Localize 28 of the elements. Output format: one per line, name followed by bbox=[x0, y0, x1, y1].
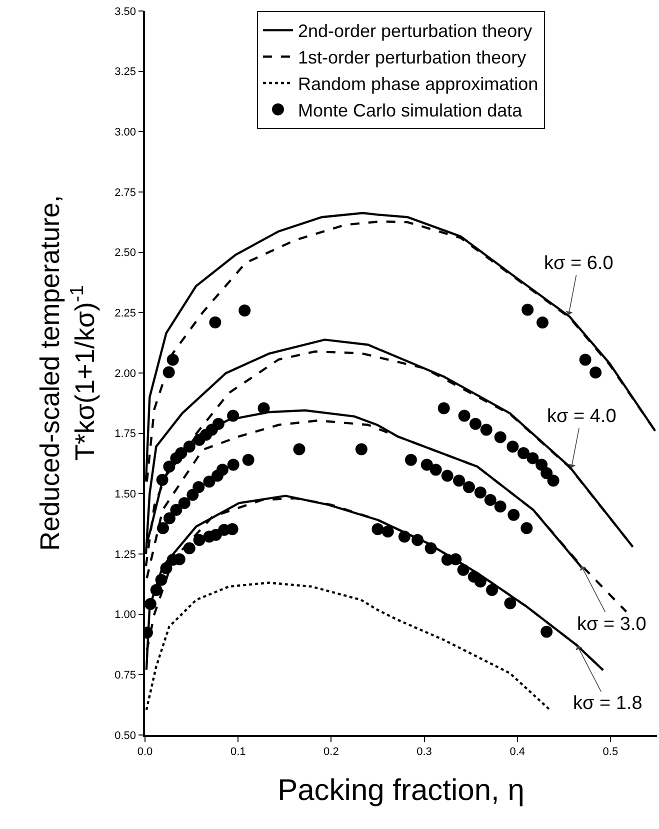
x-tick-label: 0.3 bbox=[416, 746, 432, 758]
annotation: kσ = 1.8 bbox=[573, 693, 642, 714]
y-tick-label: 0.75 bbox=[114, 670, 136, 682]
y-tick-label: 0.50 bbox=[114, 730, 136, 742]
annotation: kσ = 4.0 bbox=[547, 406, 616, 427]
y-tick-label: 2.25 bbox=[114, 308, 136, 320]
legend-label: Monte Carlo simulation data bbox=[298, 100, 524, 120]
annotation: kσ = 6.0 bbox=[544, 253, 614, 274]
legend-label: Random phase approximation bbox=[298, 74, 538, 94]
y-tick-label: 3.25 bbox=[114, 66, 136, 78]
x-tick-label: 0.0 bbox=[137, 746, 153, 758]
y-tick-label: 2.00 bbox=[114, 368, 136, 380]
legend-label: 2nd-order perturbation theory bbox=[298, 21, 532, 42]
y-tick-label: 1.00 bbox=[114, 609, 136, 622]
x-tick-label: 0.2 bbox=[324, 746, 339, 758]
x-tick-label: 0.5 bbox=[602, 746, 618, 758]
legend-label: 1st-order perturbation theory bbox=[298, 48, 526, 68]
y-tick-label: 2.50 bbox=[114, 247, 136, 260]
x-tick-label: 0.4 bbox=[510, 746, 526, 758]
y-tick-label: 3.00 bbox=[114, 126, 136, 139]
y-tick-label: 1.50 bbox=[114, 488, 136, 501]
y-tick-label: 1.25 bbox=[114, 548, 136, 561]
y-tick-label: 1.75 bbox=[114, 428, 136, 440]
y-tick-label: 3.50 bbox=[114, 6, 136, 18]
x-tick-label: 0.1 bbox=[230, 746, 246, 758]
annotation: kσ = 3.0 bbox=[577, 614, 646, 635]
x-axis-title: Packing fraction, η bbox=[278, 774, 524, 807]
y-tick-label: 2.75 bbox=[114, 186, 136, 199]
